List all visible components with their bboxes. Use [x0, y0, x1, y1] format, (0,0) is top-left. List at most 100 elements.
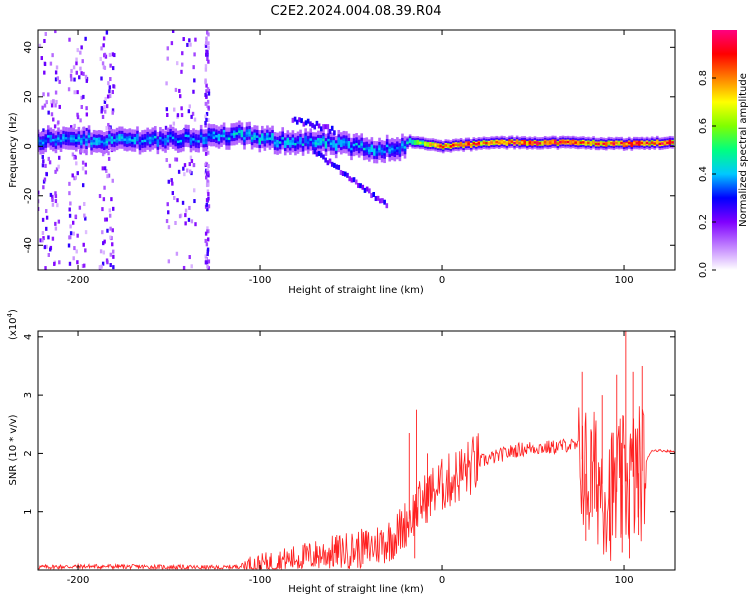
spectrogram-cell	[82, 242, 85, 247]
spectrogram-cell	[633, 141, 636, 145]
spectrogram-cell	[495, 140, 499, 144]
colorbar-label: Normalized spectral amplitude	[738, 73, 749, 227]
spectrogram-cell	[45, 172, 49, 177]
spectrogram-cell	[69, 137, 73, 140]
spectrogram-cell	[90, 142, 93, 145]
spectrogram-cell	[289, 142, 292, 145]
spectrogram-cell	[109, 263, 112, 268]
spectrogram-y-label: Frequency (Hz)	[8, 112, 19, 188]
spectrogram-cell	[416, 141, 420, 144]
spectrogram-cell	[204, 78, 207, 83]
spectrogram-cell	[85, 140, 88, 144]
spectrogram-cell	[294, 142, 297, 146]
spectrogram-cell	[109, 77, 112, 82]
spectrogram-cell	[50, 100, 53, 105]
spectrogram-cell	[54, 70, 58, 75]
spectrogram-cell	[531, 142, 534, 145]
spectrogram-cell	[393, 148, 397, 152]
spectrogram-cell	[291, 140, 295, 143]
x-tick-label: 100	[614, 575, 633, 586]
spectrogram-cell	[55, 65, 59, 70]
spectrogram-cell	[105, 140, 109, 144]
spectrogram-cell	[344, 171, 347, 177]
spectrogram-cell	[347, 143, 351, 146]
spectrogram-cell	[49, 247, 52, 252]
spectrogram-cell	[302, 121, 306, 127]
spectrogram-cell	[666, 141, 669, 145]
spectrogram-cell	[42, 128, 45, 133]
spectrogram-cell	[515, 140, 519, 144]
spectrogram-cell	[193, 78, 196, 83]
spectrogram-image	[38, 30, 674, 270]
spectrogram-cell	[276, 142, 279, 145]
spectrogram-cell	[324, 124, 327, 130]
spectrogram-cell	[181, 62, 184, 67]
spectrogram-cell	[207, 117, 210, 122]
y-tick-label: 40	[23, 41, 34, 54]
spectrogram-cell	[80, 45, 83, 50]
spectrogram-cell	[180, 113, 184, 118]
spectrogram-cell	[467, 142, 471, 145]
spectrogram-cell	[643, 142, 646, 145]
spectrogram-cell	[204, 260, 208, 265]
spectrogram-cell	[102, 36, 106, 41]
spectrogram-cell	[352, 177, 356, 183]
spectrogram-cell	[207, 237, 210, 242]
snr-y-multiplier: (x104)	[6, 309, 19, 340]
spectrogram-y-ticks: -40 -20 0 20 40	[23, 41, 675, 253]
spectrogram-cell	[171, 191, 175, 196]
spectrogram-cell	[104, 109, 107, 114]
spectrogram-cell	[205, 162, 209, 167]
spectrogram-cell	[72, 137, 76, 141]
spectrogram-cell	[306, 141, 310, 144]
spectrogram-cell	[206, 189, 210, 194]
spectrogram-cell	[190, 159, 194, 164]
spectrogram-cell	[197, 140, 200, 143]
spectrogram-cell	[67, 87, 71, 92]
spectrogram-cell	[190, 171, 193, 176]
spectrogram-cell	[188, 205, 191, 210]
spectrogram-cell	[54, 221, 57, 226]
spectrogram-cell	[107, 81, 110, 86]
spectrogram-cell	[71, 173, 74, 178]
spectrogram-cell	[309, 121, 312, 127]
spectrogram-cell	[76, 171, 79, 176]
spectrogram-cell	[80, 105, 83, 110]
spectrogram-cell	[70, 77, 73, 82]
spectrogram-cell	[38, 139, 40, 142]
spectrogram-cell	[271, 135, 274, 139]
spectrogram-cell	[51, 202, 55, 207]
spectrogram-cell	[79, 50, 82, 55]
spectrogram-cell	[475, 143, 478, 146]
spectrogram-cell	[462, 144, 465, 147]
y-tick-label: -20	[23, 188, 34, 204]
spectrogram-cell	[617, 141, 621, 145]
spectrogram-cell	[111, 90, 114, 95]
spectrogram-cell	[313, 149, 317, 155]
spectrogram-cell	[87, 135, 91, 138]
spectrogram-cell	[80, 140, 83, 143]
spectrogram-cell	[205, 94, 208, 99]
spectrogram-cell	[125, 139, 129, 142]
snr-y-multiplier-base: (x10	[8, 317, 19, 340]
spectrogram-cell	[83, 201, 86, 206]
spectrogram-cell	[100, 46, 103, 51]
spectrogram-cell	[51, 197, 54, 202]
spectrogram-cell	[317, 140, 320, 143]
spectrogram-cell	[113, 139, 116, 142]
spectrogram-cell	[492, 141, 496, 144]
spectrogram-cell	[166, 113, 169, 118]
spectrogram-cell	[57, 219, 61, 224]
spectrogram-cell	[174, 220, 177, 225]
spectrogram-cell	[556, 142, 560, 145]
spectrogram-cell	[378, 147, 381, 151]
spectrogram-cell	[424, 142, 427, 146]
spectrogram-cell	[106, 174, 109, 179]
spectrogram-cell	[193, 117, 197, 122]
spectrogram-cell	[164, 125, 168, 130]
spectrogram-cell	[85, 76, 89, 81]
spectrogram-cell	[103, 217, 107, 222]
spectrogram-cell	[345, 141, 348, 144]
spectrogram-cell	[70, 68, 73, 73]
spectrogram-cell	[85, 78, 89, 83]
